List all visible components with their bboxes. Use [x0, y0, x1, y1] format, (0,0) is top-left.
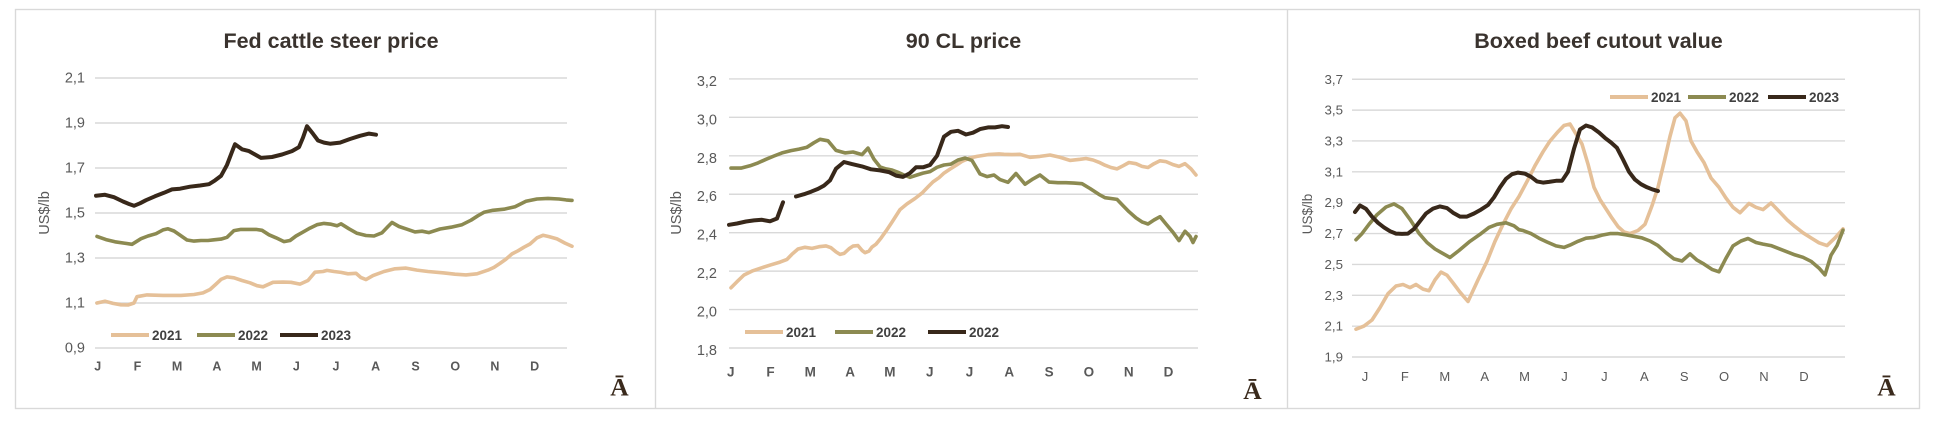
svg-text:O: O [1084, 365, 1095, 380]
svg-text:M: M [251, 360, 261, 374]
svg-text:J: J [94, 360, 101, 374]
svg-text:2021: 2021 [1651, 90, 1682, 105]
svg-text:3,2: 3,2 [697, 74, 717, 90]
svg-text:2,4: 2,4 [697, 228, 717, 244]
svg-text:J: J [966, 365, 974, 380]
svg-text:3,7: 3,7 [1325, 72, 1344, 87]
svg-text:A: A [212, 360, 221, 374]
svg-text:D: D [530, 360, 539, 374]
svg-text:F: F [134, 360, 142, 374]
svg-text:2,6: 2,6 [697, 189, 717, 205]
svg-text:M: M [172, 360, 182, 374]
svg-text:D: D [1164, 365, 1174, 380]
svg-text:A: A [845, 365, 855, 380]
svg-text:2,8: 2,8 [697, 151, 717, 167]
svg-text:3,1: 3,1 [1325, 164, 1344, 179]
svg-text:A: A [1004, 365, 1014, 380]
svg-text:S: S [411, 360, 419, 374]
svg-text:2,0: 2,0 [697, 305, 717, 321]
svg-text:J: J [1601, 369, 1608, 384]
svg-text:J: J [1362, 369, 1369, 384]
svg-text:Fed cattle steer price: Fed cattle steer price [223, 29, 438, 53]
svg-text:D: D [1799, 369, 1808, 384]
svg-text:3,3: 3,3 [1325, 134, 1344, 149]
svg-text:2,9: 2,9 [1325, 195, 1344, 210]
svg-text:O: O [450, 360, 460, 374]
svg-text:US$/lb: US$/lb [37, 191, 53, 235]
svg-text:2022: 2022 [969, 325, 999, 340]
svg-text:0,9: 0,9 [65, 341, 85, 357]
svg-text:N: N [490, 360, 499, 374]
svg-text:Boxed beef cutout value: Boxed beef cutout value [1474, 29, 1723, 53]
svg-text:S: S [1680, 369, 1689, 384]
svg-text:Ā: Ā [610, 373, 629, 402]
svg-text:S: S [1045, 365, 1054, 380]
svg-text:A: A [1640, 369, 1649, 384]
svg-text:N: N [1759, 369, 1768, 384]
svg-text:2022: 2022 [238, 328, 268, 343]
svg-text:1,9: 1,9 [65, 116, 85, 132]
svg-text:2021: 2021 [786, 325, 817, 340]
svg-text:2022: 2022 [876, 325, 906, 340]
svg-text:3,5: 3,5 [1325, 103, 1344, 118]
svg-text:1,1: 1,1 [65, 296, 85, 312]
svg-text:2,2: 2,2 [697, 266, 717, 282]
svg-text:2,7: 2,7 [1325, 226, 1344, 241]
svg-text:2021: 2021 [152, 328, 183, 343]
svg-text:2,1: 2,1 [1325, 319, 1344, 334]
svg-text:1,3: 1,3 [65, 251, 85, 267]
svg-text:M: M [884, 365, 895, 380]
svg-text:2,3: 2,3 [1325, 288, 1344, 303]
svg-text:M: M [805, 365, 816, 380]
svg-text:F: F [766, 365, 774, 380]
svg-text:O: O [1719, 369, 1729, 384]
svg-text:1,5: 1,5 [65, 206, 85, 222]
svg-text:J: J [926, 365, 934, 380]
svg-text:US$/lb: US$/lb [669, 191, 685, 235]
svg-text:J: J [293, 360, 300, 374]
svg-text:J: J [727, 365, 735, 380]
svg-text:1,7: 1,7 [65, 161, 85, 177]
svg-text:F: F [1401, 369, 1409, 384]
svg-text:Ā: Ā [1877, 373, 1896, 402]
svg-text:2,1: 2,1 [65, 71, 85, 87]
svg-text:1,8: 1,8 [697, 343, 717, 359]
svg-text:2023: 2023 [321, 328, 352, 343]
svg-text:J: J [333, 360, 340, 374]
svg-text:M: M [1439, 369, 1450, 384]
svg-text:US$/lb: US$/lb [1300, 194, 1315, 235]
svg-text:N: N [1124, 365, 1134, 380]
svg-text:90 CL price: 90 CL price [906, 29, 1022, 53]
svg-text:3,0: 3,0 [697, 112, 717, 128]
svg-text:J: J [1561, 369, 1568, 384]
svg-text:2023: 2023 [1809, 90, 1840, 105]
svg-text:2022: 2022 [1729, 90, 1759, 105]
svg-text:1,9: 1,9 [1325, 350, 1344, 365]
svg-text:Ā: Ā [1243, 376, 1262, 405]
svg-text:M: M [1519, 369, 1530, 384]
svg-text:A: A [371, 360, 380, 374]
svg-text:A: A [1480, 369, 1489, 384]
svg-text:2,5: 2,5 [1325, 257, 1344, 272]
